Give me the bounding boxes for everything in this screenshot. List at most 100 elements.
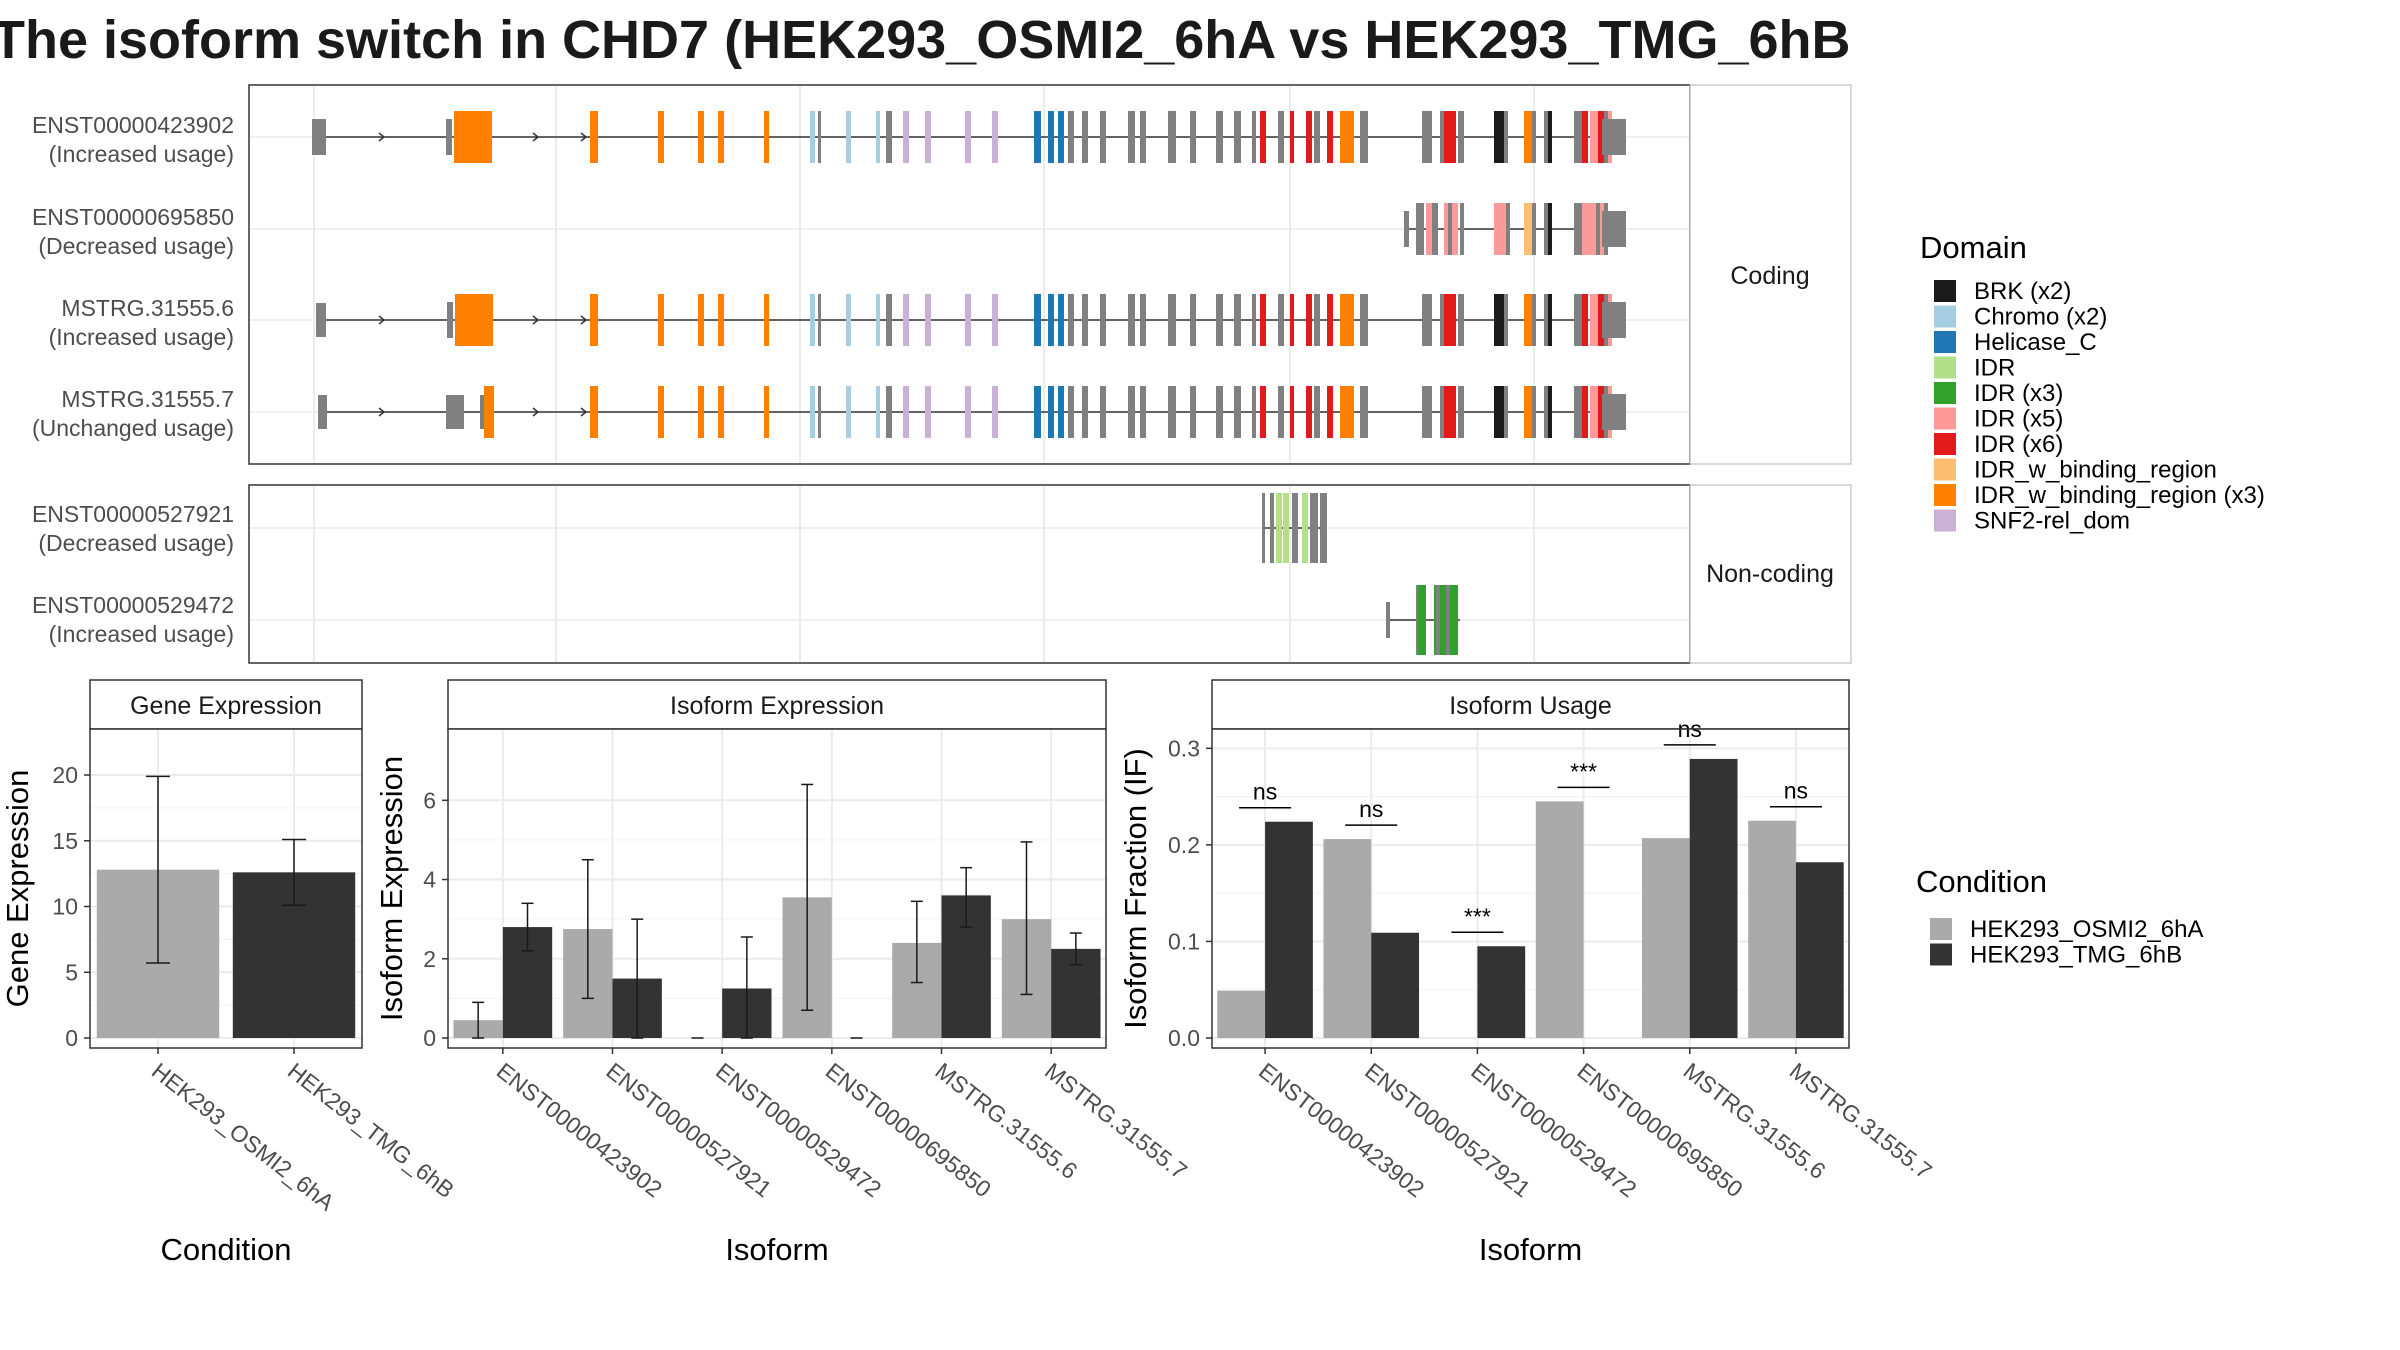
- exon: [764, 111, 769, 163]
- exon: [1262, 493, 1265, 563]
- exon: [1340, 294, 1354, 346]
- intron-arrow: [580, 315, 588, 325]
- legend-label: HEK293_TMG_6hB: [1970, 942, 2182, 969]
- legend-key: [1934, 382, 1956, 404]
- legend-key: [1934, 305, 1956, 328]
- exon: [1034, 111, 1041, 163]
- transcript-usage-label: (Decreased usage): [38, 530, 234, 556]
- exon: [925, 386, 931, 438]
- intron-arrow: [580, 132, 588, 142]
- exon: [1082, 111, 1088, 163]
- exon: [1260, 294, 1266, 346]
- significance-label: ns: [1253, 779, 1277, 805]
- exon: [764, 294, 769, 346]
- exon: [1532, 386, 1536, 438]
- panel-strip-label: Isoform Usage: [1449, 692, 1612, 720]
- exon: [1444, 111, 1456, 163]
- exon: [1314, 111, 1320, 163]
- y-tick-label: 0: [423, 1025, 436, 1051]
- exon: [1532, 111, 1536, 163]
- exon: [1058, 386, 1064, 438]
- legend-key: [1934, 433, 1956, 455]
- transcript-usage-label: (Increased usage): [49, 621, 234, 647]
- exon: [903, 386, 909, 438]
- transcript-label: ENST00000695850: [32, 204, 234, 230]
- exon: [1422, 111, 1432, 163]
- exon: [1444, 294, 1456, 346]
- exon: [1504, 386, 1508, 438]
- exon: [1494, 111, 1504, 163]
- exon: [1574, 111, 1582, 163]
- domain-legend-title: Domain: [1920, 230, 2027, 265]
- exon: [1544, 294, 1550, 346]
- significance-label: ns: [1784, 778, 1808, 804]
- panel-frame: [89, 728, 363, 1049]
- exon: [1082, 294, 1088, 346]
- exon: [1602, 302, 1626, 338]
- exon: [876, 111, 880, 163]
- legend-key: [1930, 918, 1952, 940]
- exon: [925, 111, 931, 163]
- legend-label: IDR (x3): [1974, 380, 2063, 407]
- panel-strip: [89, 679, 363, 730]
- exon: [1278, 386, 1284, 438]
- exon: [316, 303, 326, 337]
- significance-label: ***: [1570, 758, 1597, 784]
- exon: [1582, 386, 1588, 438]
- exon: [1034, 386, 1041, 438]
- legend-label: BRK (x2): [1974, 278, 2071, 305]
- exon: [1360, 111, 1368, 163]
- transcript-structure-plot: Coding Non-coding ENST00000423902 (Incre…: [32, 84, 1852, 664]
- exon: [1532, 294, 1536, 346]
- exon: [1216, 111, 1223, 163]
- exon: [886, 386, 892, 438]
- exon: [1270, 493, 1274, 563]
- legend-key: [1934, 484, 1956, 506]
- exon: [1068, 386, 1074, 438]
- exon: [1100, 294, 1106, 346]
- y-tick-label: 0.1: [1168, 928, 1200, 954]
- legend-label: SNF2-rel_dom: [1974, 508, 2130, 535]
- exon: [1440, 294, 1444, 346]
- condition-legend-title: Condition: [1916, 864, 2047, 899]
- legend-key: [1934, 458, 1956, 481]
- bar: [1748, 820, 1796, 1038]
- exon: [1320, 493, 1327, 563]
- exon: [698, 386, 704, 438]
- exon: [312, 119, 326, 155]
- exon: [846, 111, 851, 163]
- intron-arrow: [532, 132, 540, 142]
- y-tick-label: 0: [65, 1025, 78, 1051]
- exon: [1252, 386, 1256, 438]
- exon: [1327, 111, 1333, 163]
- bar: [1477, 946, 1526, 1038]
- exon: [718, 111, 724, 163]
- intron-arrow: [378, 407, 386, 417]
- exon: [965, 111, 971, 163]
- exon: [1544, 203, 1550, 255]
- plot-area: [448, 729, 1106, 1048]
- exon: [1590, 386, 1598, 438]
- intron-arrow: [532, 315, 540, 325]
- exon: [454, 111, 492, 163]
- panel-frame: [447, 728, 1107, 1049]
- legend-label: IDR (x5): [1974, 406, 2063, 433]
- exon: [1292, 493, 1298, 563]
- y-axis-title: Gene Expression: [0, 770, 35, 1008]
- exon: [1458, 111, 1464, 163]
- legend-key: [1930, 943, 1952, 966]
- noncoding-panel: [248, 484, 1691, 664]
- exon: [1100, 386, 1106, 438]
- exon: [1426, 203, 1432, 255]
- exon: [1302, 493, 1308, 563]
- exon: [1276, 493, 1282, 563]
- bar: [1535, 801, 1584, 1038]
- exon: [1598, 386, 1604, 438]
- exon: [965, 386, 971, 438]
- exon: [1590, 294, 1598, 346]
- exon: [1278, 294, 1284, 346]
- legend-key: [1934, 356, 1956, 379]
- exon: [1596, 203, 1600, 255]
- transcript-label: MSTRG.31555.7: [61, 386, 234, 412]
